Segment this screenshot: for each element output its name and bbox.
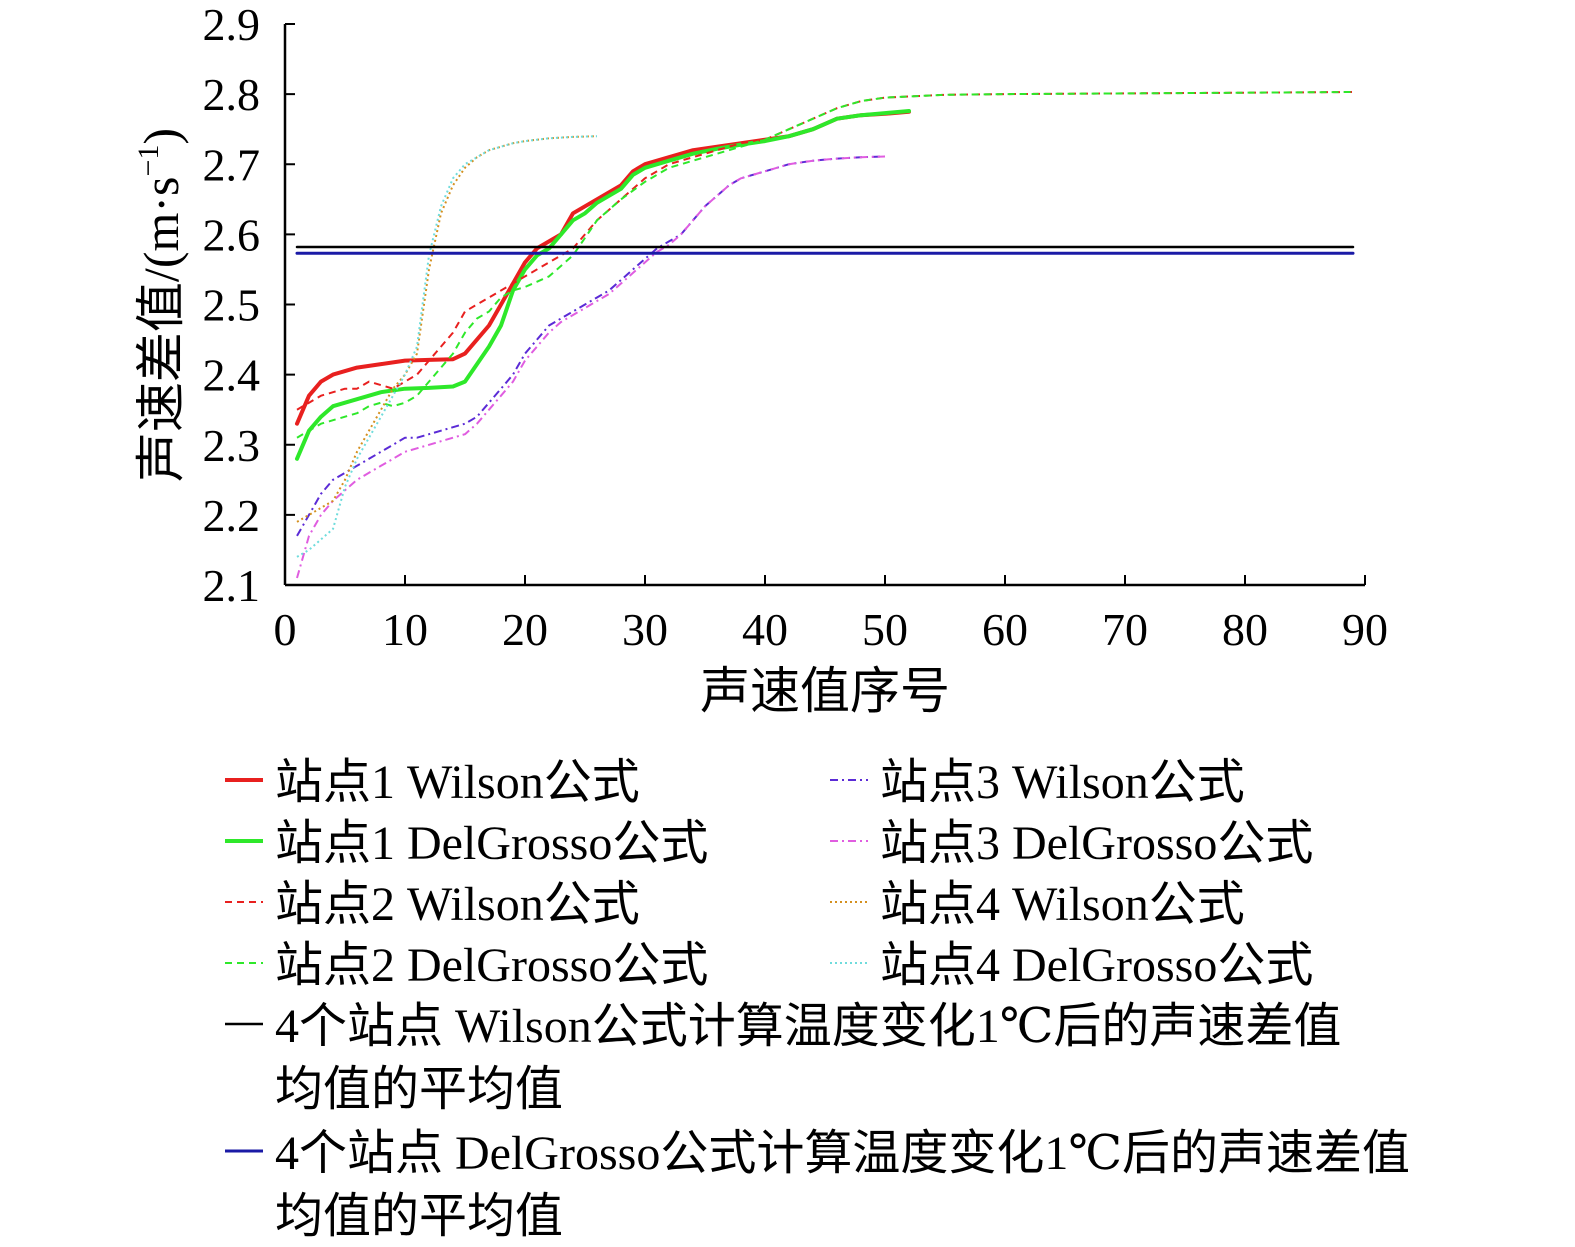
y-tick-label: 2.5 <box>203 280 261 331</box>
y-tick-label: 2.3 <box>203 420 261 471</box>
series-line-1 <box>295 109 911 426</box>
series-line-5 <box>296 155 886 537</box>
legend-label: 站点1 DelGrosso公式 <box>275 817 708 870</box>
series-line-7 <box>296 135 598 523</box>
y-tick-label: 2.1 <box>203 560 261 611</box>
x-tick-label: 90 <box>1342 604 1388 655</box>
x-axis-label: 声速值序号 <box>700 663 950 719</box>
y-tick-label: 2.7 <box>203 139 261 190</box>
series-layer <box>295 91 1355 579</box>
legend-label: 站点3 DelGrosso公式 <box>880 817 1313 870</box>
series-line-8 <box>296 135 598 558</box>
y-tick-label: 2.4 <box>203 350 261 401</box>
x-tick-label: 80 <box>1222 604 1268 655</box>
y-tick-label: 2.9 <box>203 0 261 50</box>
series-line-3 <box>296 91 1354 411</box>
y-axis-label-close: ) <box>133 128 189 145</box>
plot-area: 0 10 20 30 40 50 60 70 80 90 2.1 2.2 2.3 2.4 2.5 2.6 2.7… <box>203 0 1389 655</box>
x-tick-label: 20 <box>502 604 548 655</box>
x-tick-label: 60 <box>982 604 1028 655</box>
x-tick-label: 0 <box>274 604 297 655</box>
legend-label: 站点4 Wilson公式 <box>880 878 1245 931</box>
legend-label-line2: 均值的平均值 <box>275 1190 563 1243</box>
y-tick-label: 2.6 <box>203 209 261 260</box>
legend-label-line1: 4个站点 Wilson公式计算温度变化1℃后的声速差值 <box>275 1000 1341 1053</box>
x-tick-label: 30 <box>622 604 668 655</box>
legend-label-line2: 均值的平均值 <box>275 1063 563 1116</box>
legend-label-line1: 4个站点 DelGrosso公式计算温度变化1℃后的声速差值 <box>275 1127 1410 1180</box>
x-tick-label: 70 <box>1102 604 1148 655</box>
y-axis-label: 声速差值/(m·s−1) <box>132 128 189 482</box>
ticks: 0 10 20 30 40 50 60 70 80 90 2.1 2.2 2.3 2.4 2.5 2.6 2.7… <box>203 0 1389 655</box>
legend-label: 站点4 DelGrosso公式 <box>880 939 1313 992</box>
legend-label: 站点1 Wilson公式 <box>275 756 640 809</box>
legend-label: 站点2 Wilson公式 <box>275 878 640 931</box>
axes <box>283 24 1365 587</box>
y-tick-label: 2.8 <box>203 69 261 120</box>
x-tick-label: 40 <box>742 604 788 655</box>
series-line-2 <box>295 109 911 461</box>
x-tick-label: 10 <box>382 604 428 655</box>
y-tick-label: 2.2 <box>203 490 261 541</box>
series-line-6 <box>296 155 886 579</box>
legend-label: 站点3 Wilson公式 <box>880 756 1245 809</box>
x-tick-label: 50 <box>862 604 908 655</box>
series-line-4 <box>296 91 1354 439</box>
y-axis-label-sup: −1 <box>132 145 165 177</box>
legend-label: 站点2 DelGrosso公式 <box>275 939 708 992</box>
y-axis-label-main: 声速差值/(m·s <box>133 177 189 483</box>
